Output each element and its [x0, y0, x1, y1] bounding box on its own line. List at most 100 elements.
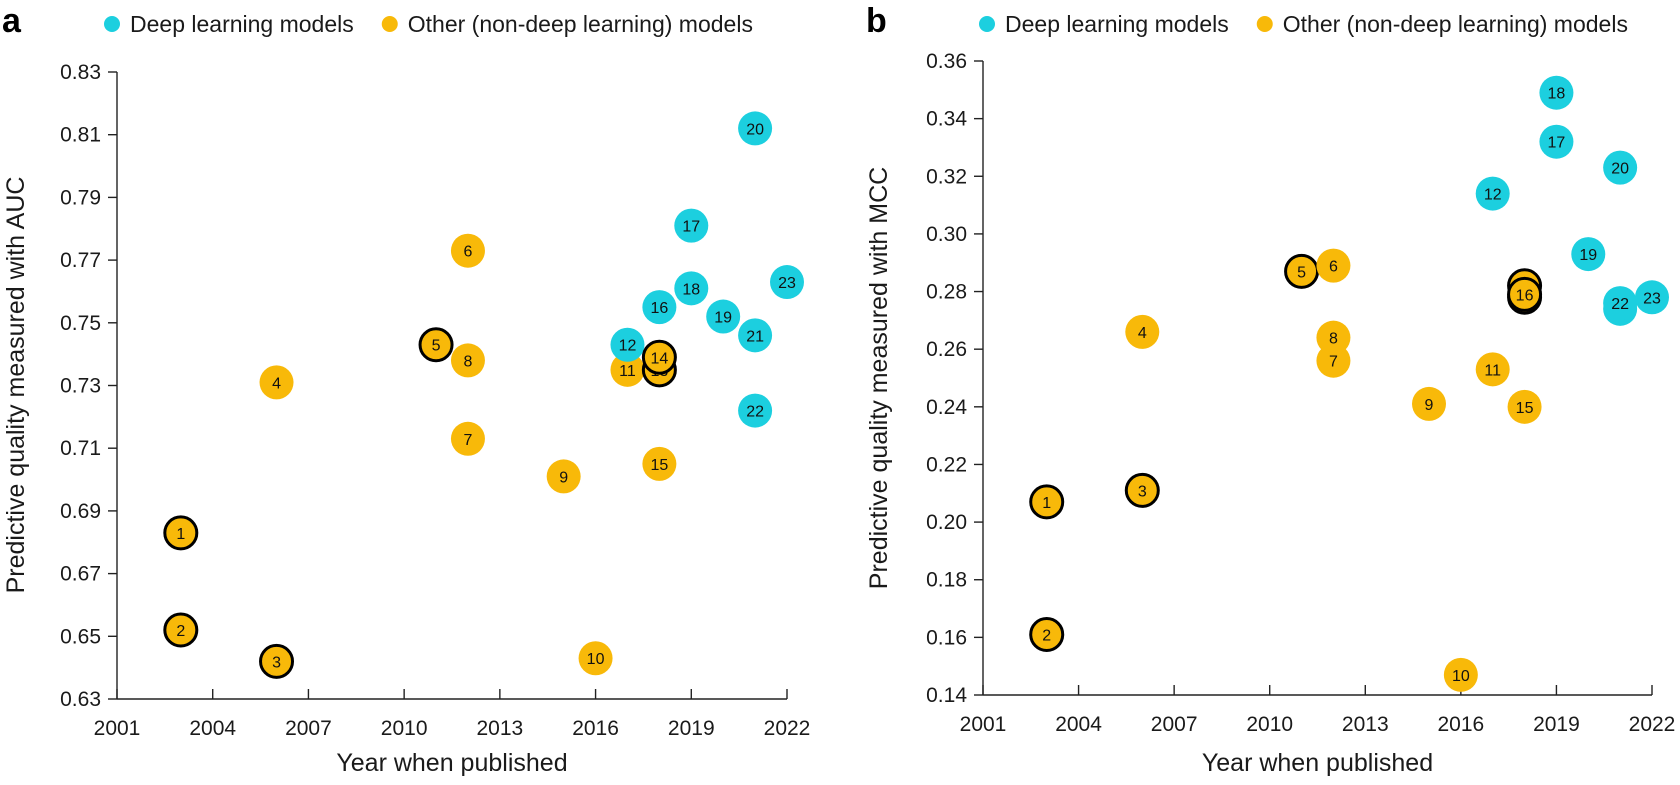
y-tick-label: 0.36 — [926, 50, 967, 73]
point-marker-other — [1507, 389, 1542, 424]
point-marker-deep — [1539, 75, 1574, 110]
point-label: 15 — [1516, 400, 1534, 417]
x-tick-label: 2022 — [764, 717, 811, 740]
legend-label-other: Other (non-deep learning) models — [408, 11, 753, 37]
legend-marker-other — [381, 16, 398, 32]
data-point-7: 7 — [450, 421, 485, 456]
point-marker-deep — [706, 299, 741, 334]
point-label: 20 — [1611, 161, 1629, 178]
y-tick-label: 0.73 — [60, 375, 101, 398]
x-tick-label: 2019 — [668, 717, 715, 740]
data-point-6: 6 — [1316, 248, 1351, 283]
point-label: 14 — [650, 350, 668, 367]
data-point-8: 8 — [450, 343, 485, 378]
point-label: 3 — [272, 654, 281, 671]
data-point-2: 2 — [1029, 616, 1065, 652]
legend-label-deep: Deep learning models — [130, 11, 354, 37]
point-marker-other — [1124, 472, 1160, 508]
data-point-20: 20 — [1603, 150, 1638, 185]
point-label: 18 — [1548, 86, 1566, 103]
point-marker-deep — [674, 271, 709, 306]
x-axis-title: Year when published — [336, 749, 567, 777]
data-point-11: 11 — [1475, 352, 1510, 387]
point-label: 9 — [559, 469, 568, 486]
point-label: 15 — [650, 457, 668, 474]
data-point-1: 1 — [163, 515, 199, 551]
point-label: 16 — [650, 300, 668, 317]
point-marker-deep — [642, 290, 677, 325]
point-label: 21 — [746, 328, 764, 345]
y-tick-label: 0.65 — [60, 625, 101, 648]
y-tick-label: 0.26 — [926, 338, 967, 361]
point-marker-other — [163, 515, 199, 551]
y-tick-label: 0.22 — [926, 453, 967, 476]
y-tick-label: 0.75 — [60, 312, 101, 335]
point-marker-other — [546, 459, 581, 494]
x-tick-label: 2013 — [1342, 713, 1389, 736]
data-point-8: 8 — [1316, 320, 1351, 355]
point-label: 23 — [778, 275, 796, 292]
point-marker-other — [642, 446, 677, 481]
point-marker-other — [641, 339, 677, 375]
data-point-5: 5 — [418, 327, 454, 363]
point-label: 10 — [1452, 668, 1470, 685]
x-tick-label: 2010 — [381, 717, 428, 740]
point-marker-deep — [674, 208, 709, 243]
y-tick-label: 0.79 — [60, 186, 101, 209]
point-marker-other — [1316, 248, 1351, 283]
data-point-17: 17 — [1539, 124, 1574, 159]
point-marker-deep — [610, 327, 645, 362]
point-marker-other — [578, 641, 613, 676]
y-tick-label: 0.83 — [60, 61, 101, 84]
point-marker-other — [1029, 616, 1065, 652]
data-point-20: 20 — [738, 111, 773, 146]
point-marker-other — [1029, 484, 1065, 520]
data-point-10: 10 — [1443, 657, 1478, 692]
data-point-16: 16 — [642, 290, 677, 325]
point-label: 22 — [1611, 296, 1629, 313]
point-marker-other — [418, 327, 454, 363]
y-tick-label: 0.63 — [60, 688, 101, 711]
y-tick-label: 0.67 — [60, 563, 101, 586]
point-label: 18 — [682, 281, 700, 298]
y-tick-label: 0.20 — [926, 511, 967, 534]
x-tick-label: 2004 — [189, 717, 236, 740]
point-label: 22 — [746, 404, 764, 421]
point-label: 17 — [1548, 135, 1566, 152]
panel-label-b: b — [866, 2, 887, 40]
y-tick-label: 0.69 — [60, 500, 101, 523]
point-marker-deep — [738, 318, 773, 353]
point-label: 11 — [619, 363, 636, 380]
data-point-15: 15 — [642, 446, 677, 481]
x-axis-title: Year when published — [1202, 749, 1433, 777]
x-tick-label: 2010 — [1246, 713, 1293, 736]
y-tick-label: 0.32 — [926, 165, 967, 188]
data-point-16: 16 — [1507, 276, 1543, 312]
point-label: 20 — [746, 121, 764, 138]
point-label: 23 — [1643, 290, 1661, 307]
point-marker-deep — [1603, 286, 1638, 321]
data-point-3: 3 — [259, 643, 295, 679]
point-label: 10 — [587, 651, 605, 668]
data-point-19: 19 — [706, 299, 741, 334]
point-marker-other — [259, 643, 295, 679]
point-marker-deep — [738, 111, 773, 146]
point-label: 8 — [463, 353, 472, 370]
x-tick-label: 2007 — [285, 717, 332, 740]
point-marker-other — [259, 365, 294, 400]
point-marker-deep — [1635, 280, 1669, 315]
point-label: 16 — [1516, 287, 1534, 304]
data-point-3: 3 — [1124, 472, 1160, 508]
point-label: 8 — [1329, 331, 1338, 348]
point-marker-other — [1443, 657, 1478, 692]
x-tick-label: 2001 — [960, 713, 1007, 736]
y-tick-label: 0.14 — [926, 684, 967, 707]
y-tick-label: 0.24 — [926, 396, 967, 419]
point-label: 4 — [1138, 325, 1147, 342]
x-tick-label: 2013 — [476, 717, 523, 740]
point-marker-other — [1316, 320, 1351, 355]
point-label: 5 — [1297, 264, 1306, 281]
data-point-23: 23 — [1635, 280, 1669, 315]
point-marker-other — [1412, 386, 1446, 421]
